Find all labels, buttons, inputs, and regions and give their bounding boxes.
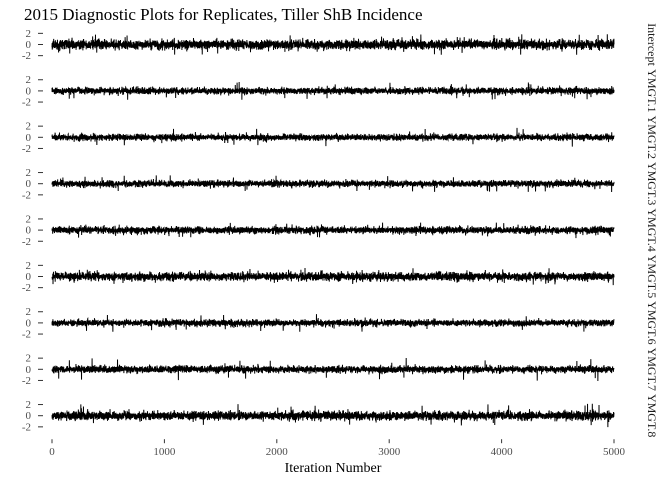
y-tick-label: 0 bbox=[26, 178, 32, 190]
facet-panel: 20-2 YMGT.2 bbox=[22, 116, 659, 159]
y-tick-label: -2 bbox=[22, 97, 31, 109]
x-axis: 0 1000 2000 3000 4000 5000 bbox=[49, 439, 626, 458]
y-tick-label: -2 bbox=[22, 236, 31, 248]
chart-title: 2015 Diagnostic Plots for Replicates, Ti… bbox=[24, 5, 423, 24]
trace-line bbox=[51, 314, 615, 332]
x-tick-label: 0 bbox=[49, 446, 55, 458]
y-tick-label: -2 bbox=[22, 189, 31, 201]
y-tick-label: -2 bbox=[22, 143, 31, 155]
facet-panel: 20-2 YMGT.5 bbox=[22, 255, 659, 298]
facet-strip-label: YMGT.5 bbox=[645, 255, 659, 298]
facet-panel: 20-2 Intercept bbox=[22, 23, 659, 66]
facet-strip-label: YMGT.8 bbox=[645, 394, 659, 437]
y-tick-label: 2 bbox=[26, 28, 32, 40]
y-tick-label: 0 bbox=[26, 364, 32, 376]
y-tick-label: 0 bbox=[26, 132, 32, 144]
y-tick-label: -2 bbox=[22, 50, 31, 62]
facet-strip-label: Intercept bbox=[645, 23, 659, 66]
y-tick-label: 0 bbox=[26, 85, 32, 97]
y-tick-label: -2 bbox=[22, 329, 31, 341]
y-tick-label: 0 bbox=[26, 317, 32, 329]
facet-strip-label: YMGT.4 bbox=[645, 208, 659, 251]
y-tick-label: 0 bbox=[26, 271, 32, 283]
y-tick-label: 2 bbox=[26, 213, 32, 225]
facet-panel: 20-2 YMGT.4 bbox=[22, 208, 659, 251]
trace-line bbox=[51, 403, 615, 428]
facet-strip-label: YMGT.3 bbox=[645, 162, 659, 205]
facet-strip-label: YMGT.1 bbox=[645, 69, 659, 112]
facet-panel: 20-2 YMGT.8 bbox=[22, 394, 659, 437]
y-tick-label: -2 bbox=[22, 282, 31, 294]
facet-strip-label: YMGT.2 bbox=[645, 116, 659, 159]
y-tick-label: 2 bbox=[26, 306, 32, 318]
trace-line bbox=[51, 34, 615, 55]
facet-panel: 20-2 YMGT.7 bbox=[22, 348, 659, 391]
x-axis-title: Iteration Number bbox=[285, 461, 382, 476]
x-tick-label: 1000 bbox=[153, 446, 176, 458]
y-tick-label: 2 bbox=[26, 74, 32, 86]
trace-line bbox=[51, 82, 615, 100]
y-tick-label: 0 bbox=[26, 225, 32, 237]
trace-line bbox=[51, 267, 615, 286]
facet-panel: 20-2 YMGT.6 bbox=[22, 301, 659, 344]
y-tick-label: 2 bbox=[26, 260, 32, 272]
facet-strip-label: YMGT.6 bbox=[645, 301, 659, 344]
y-tick-label: -2 bbox=[22, 375, 31, 387]
x-tick-label: 3000 bbox=[378, 446, 401, 458]
y-tick-label: 2 bbox=[26, 167, 32, 179]
facet-panel: 20-2 YMGT.3 bbox=[22, 162, 659, 205]
x-tick-label: 2000 bbox=[266, 446, 289, 458]
trace-line bbox=[51, 127, 615, 147]
trace-line bbox=[51, 175, 615, 193]
facet-strip-label: YMGT.7 bbox=[645, 348, 659, 391]
y-tick-label: 2 bbox=[26, 399, 32, 411]
y-tick-label: 0 bbox=[26, 410, 32, 422]
y-tick-label: 2 bbox=[26, 121, 32, 133]
y-tick-label: 2 bbox=[26, 353, 32, 365]
trace-line bbox=[51, 222, 615, 239]
y-tick-label: -2 bbox=[22, 421, 31, 433]
y-tick-label: 0 bbox=[26, 39, 32, 51]
facet-panel: 20-2 YMGT.1 bbox=[22, 69, 659, 112]
trace-line bbox=[51, 358, 615, 381]
x-tick-label: 4000 bbox=[491, 446, 514, 458]
x-tick-label: 5000 bbox=[603, 446, 626, 458]
